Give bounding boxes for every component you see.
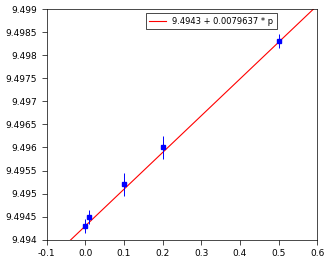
- 9.4943 + 0.0079637 * p: [273, 44, 277, 48]
- 9.4943 + 0.0079637 * p: [45, 261, 49, 264]
- 9.4943 + 0.0079637 * p: [46, 260, 50, 263]
- 9.4943 + 0.0079637 * p: [205, 109, 209, 112]
- 9.4943 + 0.0079637 * p: [315, 4, 319, 7]
- 9.4943 + 0.0079637 * p: [206, 108, 210, 111]
- Line: 9.4943 + 0.0079637 * p: 9.4943 + 0.0079637 * p: [47, 6, 317, 263]
- 9.4943 + 0.0079637 * p: [290, 28, 294, 31]
- Legend: 9.4943 + 0.0079637 * p: 9.4943 + 0.0079637 * p: [146, 13, 277, 29]
- 9.4943 + 0.0079637 * p: [210, 104, 214, 107]
